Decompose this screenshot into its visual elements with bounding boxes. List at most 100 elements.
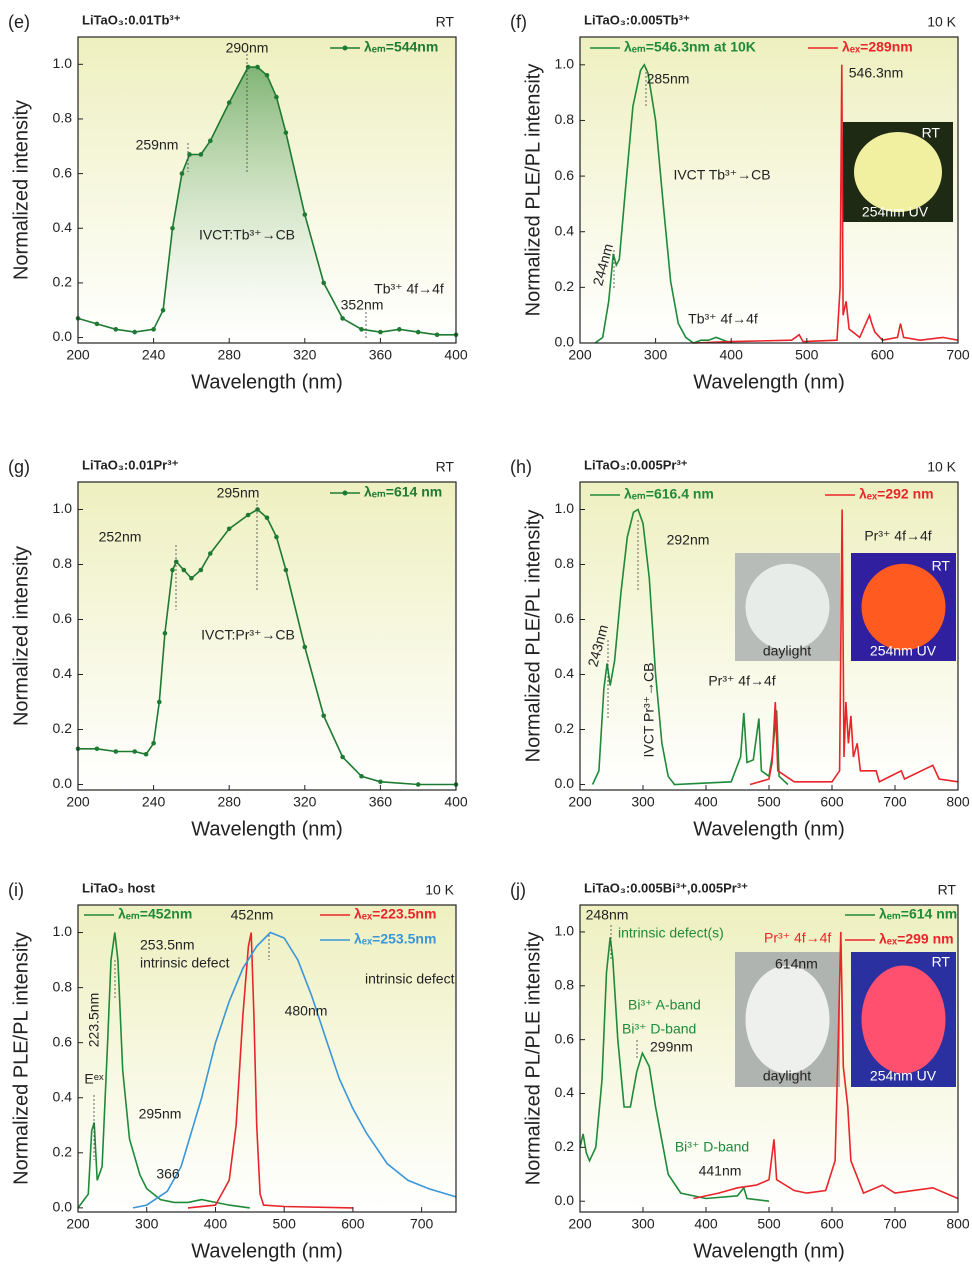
x-tick-label: 300 [631, 794, 655, 810]
annotation: IVCT:Pr³⁺→CB [201, 627, 295, 643]
x-axis-title: Wavelength (nm) [693, 1240, 845, 1262]
y-tick-label: 1.0 [53, 923, 73, 939]
legend-label: λₑₓ=289nm [842, 39, 913, 55]
y-tick-label: 0.8 [53, 978, 73, 994]
inset-sample [745, 563, 830, 651]
x-tick-label: 600 [820, 1216, 844, 1232]
annotation: 452nm [231, 907, 274, 923]
chart-title: LiTaO₃:0.005Bi³⁺,0.005Pr³⁺ [584, 880, 748, 895]
inset-sample [861, 965, 946, 1074]
marker [226, 100, 232, 105]
marker [94, 321, 100, 327]
plot-frame [579, 36, 959, 344]
y-tick-label: 0.2 [53, 720, 73, 736]
legend-marker [342, 45, 348, 51]
x-tick-label: 500 [757, 1216, 781, 1232]
legend-label: λₑₓ=253.5nm [354, 931, 436, 947]
x-tick-label: 200 [66, 794, 90, 810]
annotation: Eᵉˣ [84, 1071, 104, 1087]
marker [415, 782, 421, 787]
marker [255, 64, 260, 70]
marker [208, 551, 213, 556]
annotation: intrinsic defect(s) [618, 925, 724, 941]
x-tick-label: 800 [946, 794, 970, 810]
marker [264, 515, 270, 521]
series-line [591, 508, 789, 786]
y-tick-label: 0.8 [53, 110, 73, 126]
y-tick-label: 0.6 [555, 610, 575, 626]
y-axis-title: Normalized intensity [10, 100, 32, 280]
marker [283, 130, 289, 135]
x-tick-label: 400 [204, 1216, 228, 1232]
annotation: Pr³⁺ 4f→4f [864, 528, 931, 544]
marker [160, 307, 166, 313]
annotation: 253.5nm [140, 937, 194, 953]
x-tick-label: 500 [757, 794, 781, 810]
annotation: 546.3nm [849, 65, 903, 81]
marker [255, 507, 260, 512]
x-axis-title: Wavelength (nm) [693, 818, 845, 840]
y-tick-label: 0.6 [53, 164, 73, 180]
y-tick-label: 1.0 [555, 56, 575, 72]
marker [170, 225, 175, 231]
annotation: 299nm [650, 1039, 693, 1055]
marker [264, 72, 270, 78]
series-line [594, 63, 732, 344]
annotation: 254nm UV [870, 1068, 937, 1084]
x-axis-title: Wavelength (nm) [693, 371, 845, 393]
y-tick-label: 0.4 [555, 665, 575, 681]
marker [283, 567, 289, 573]
y-tick-label: 0.6 [53, 1033, 73, 1049]
y-tick-label: 0.0 [555, 1192, 575, 1208]
marker [151, 327, 156, 332]
y-tick-label: 0.0 [53, 328, 73, 344]
annotation: 259nm [136, 137, 179, 153]
marker [162, 630, 168, 636]
chart-title: LiTaO₃:0.01Tb³⁺ [82, 12, 181, 27]
y-tick-label: 0.6 [53, 610, 73, 626]
annotation: IVCT Tb³⁺→CB [673, 167, 770, 183]
annotation: daylight [763, 643, 811, 659]
chart-title: LiTaO₃:0.005Pr³⁺ [584, 457, 688, 472]
legend-label: λₑₘ=616.4 nm [624, 486, 714, 502]
x-tick-label: 200 [568, 794, 592, 810]
y-tick-label: 0.8 [555, 111, 575, 127]
marker [321, 280, 327, 286]
marker [208, 138, 213, 144]
y-tick-label: 0.0 [53, 775, 73, 791]
marker [94, 746, 100, 752]
y-tick-label: 1.0 [555, 500, 575, 516]
inset-sample [854, 132, 942, 212]
y-axis-title: Normalized PL/PLE intensity [522, 932, 544, 1185]
x-tick-label: 200 [66, 347, 90, 363]
chart-title: LiTaO₃:0.005Tb³⁺ [584, 12, 690, 27]
inset-sample [861, 563, 946, 651]
annotation: IVCT Pr³⁺→CB [641, 662, 657, 757]
x-tick-label: 400 [720, 347, 744, 363]
marker [170, 567, 175, 573]
marker [226, 526, 232, 532]
panel-label: (j) [510, 880, 526, 900]
series-line [77, 932, 250, 1209]
marker [132, 749, 137, 754]
x-tick-label: 400 [694, 794, 718, 810]
marker [340, 316, 345, 321]
x-tick-label: 700 [946, 347, 970, 363]
y-tick-label: 0.4 [53, 665, 73, 681]
legend-label: λₑₘ=452nm [118, 906, 192, 922]
annotation: daylight [763, 1068, 811, 1084]
area-fill [78, 67, 456, 338]
marker [151, 740, 156, 746]
y-tick-label: 0.4 [555, 1084, 575, 1100]
condition-label: RT [938, 882, 957, 898]
x-tick-label: 400 [694, 1216, 718, 1232]
annotation: 295nm [139, 1106, 182, 1122]
marker [340, 754, 345, 760]
x-tick-label: 360 [369, 347, 393, 363]
legend-label: λₑₓ=292 nm [859, 486, 934, 502]
annotation: 254nm UV [862, 204, 929, 220]
plot-frame [77, 904, 457, 1213]
annotation: 254nm UV [870, 643, 937, 659]
inset-sample [745, 965, 830, 1074]
